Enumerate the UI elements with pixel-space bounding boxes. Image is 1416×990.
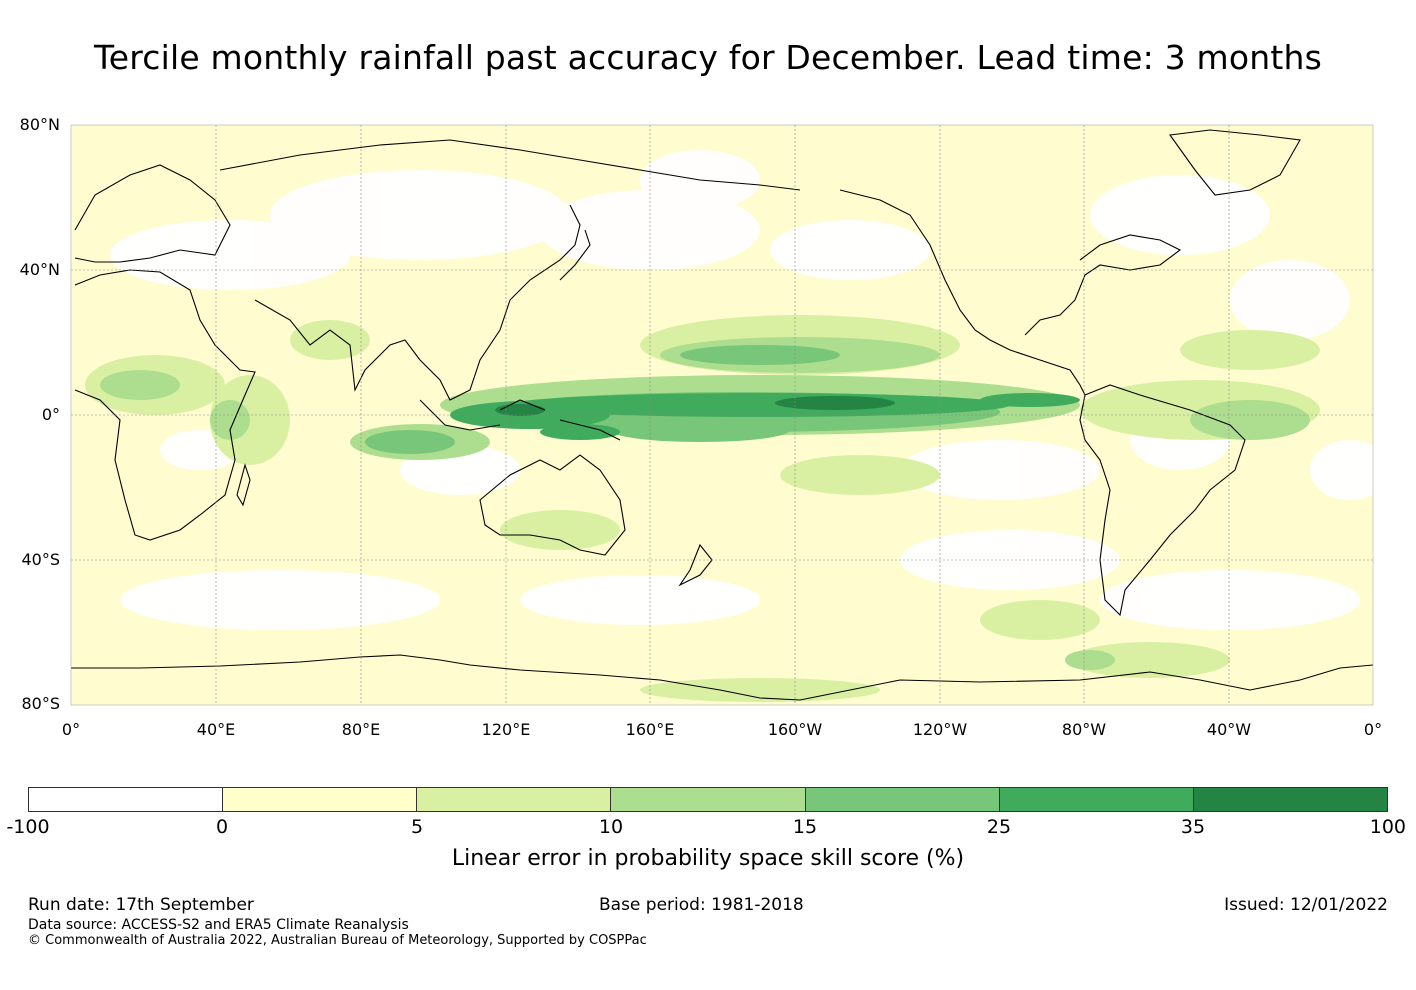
lon-label-40w: 40°W [1206,720,1252,739]
low-skill-areas [110,150,1373,630]
lat-label-80n: 80°N [19,115,60,134]
africa-coast [74,269,256,541]
lat-label-0: 0° [41,405,60,424]
colorbar-segment [999,788,1194,811]
colorbar-tick: 10 [598,816,624,838]
issued-date: Issued: 12/01/2022 [1224,895,1388,915]
asia-north-coast [219,139,801,191]
colorbar-label: Linear error in probability space skill … [451,846,965,871]
lat-label-80s: 80°S [21,694,60,713]
arabia-india-coast [254,299,421,392]
japan-coast [559,229,591,281]
north-america-coast [839,189,1182,396]
page-title: Tercile monthly rainfall past accuracy f… [93,38,1323,77]
colorbar-tick: 35 [1180,816,1206,838]
lon-label-80e: 80°E [341,720,381,739]
madagascar-coast [236,463,251,507]
run-date: Run date: 17th September [28,895,254,915]
new-zealand-coast [678,543,713,587]
colorbar-tick: -100 [6,816,50,838]
graticule [71,125,1373,705]
lon-label-160w: 160°W [767,720,823,739]
copyright: © Commonwealth of Australia 2022, Austra… [28,933,647,948]
lat-label-40n: 40°N [19,260,60,279]
europe-coast [74,164,231,263]
base-period: Base period: 1981-2018 [599,895,804,915]
colorbar-tick: 15 [792,816,818,838]
lon-label-0: 0° [61,720,81,739]
lon-label-0-right: 0° [1363,720,1383,739]
lon-label-120w: 120°W [912,720,968,739]
greenland-coast [1169,129,1301,196]
coastlines [71,129,1373,701]
colorbar-segment [805,788,1000,811]
indonesia-coast [419,399,621,441]
peak-skill-areas [495,396,895,416]
lon-label-40e: 40°E [196,720,236,739]
antarctica-coast [71,654,1373,701]
colorbar-tick: 0 [215,816,229,838]
lat-label-40s: 40°S [21,550,60,569]
colorbar-segment [611,788,806,811]
lon-label-80w: 80°W [1061,720,1107,739]
se-asia-coast [419,204,581,401]
colorbar-tick: 100 [1369,816,1406,838]
colorbar-tick: 5 [410,816,424,838]
colorbar-segment [417,788,612,811]
colorbar-segment [1193,788,1387,811]
data-source: Data source: ACCESS-S2 and ERA5 Climate … [28,917,409,933]
colorbar-segment [29,788,224,811]
lon-label-160e: 160°E [625,720,675,739]
australia-coast [479,454,626,556]
colorbar-segment [223,788,418,811]
lon-label-120e: 120°E [481,720,531,739]
colorbar [28,787,1388,812]
colorbar-tick: 25 [986,816,1012,838]
